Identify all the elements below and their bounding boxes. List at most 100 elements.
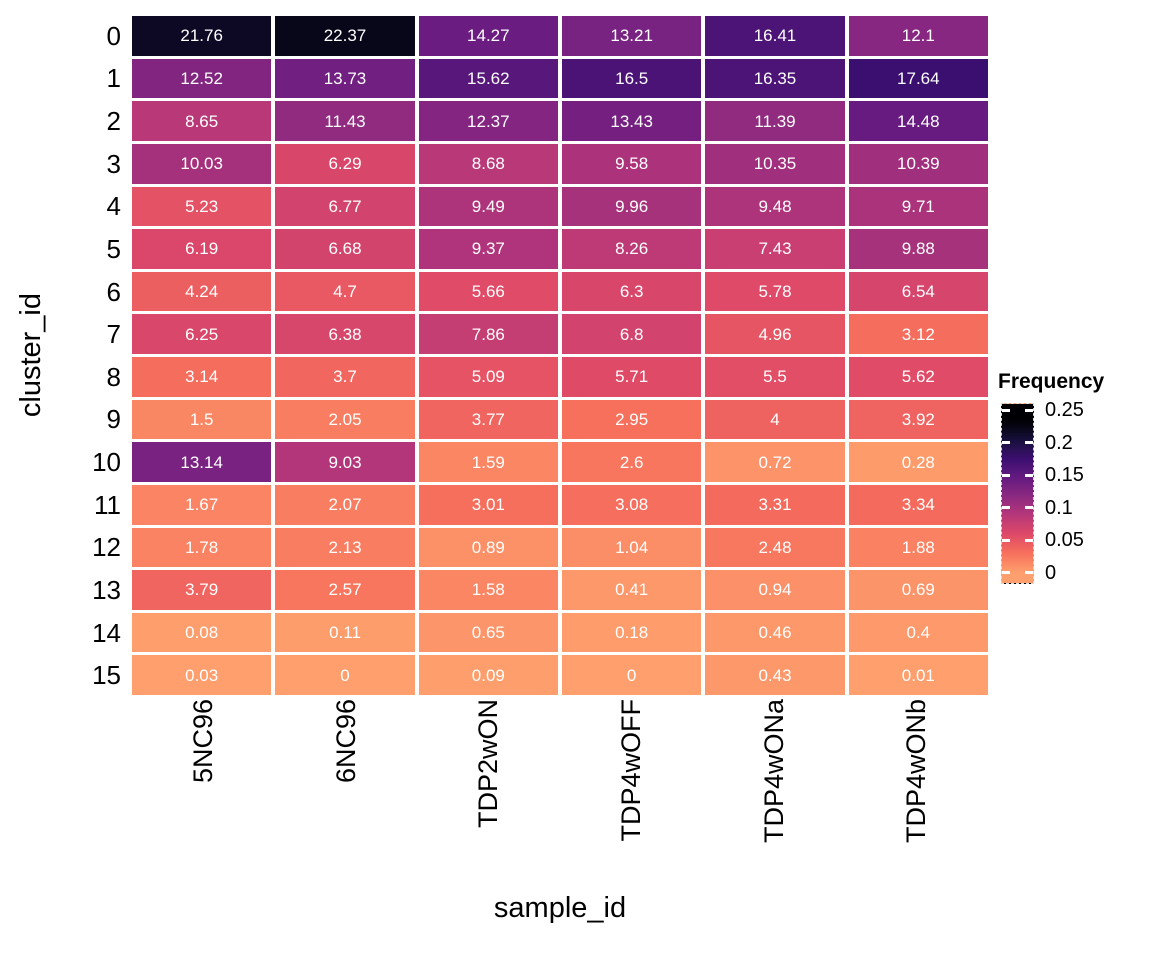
heatmap-cell-r0c0: 21.76 bbox=[132, 16, 272, 56]
heatmap-cell-r5c2: 9.37 bbox=[418, 229, 558, 269]
colorbar-tick-right-0.1 bbox=[1025, 506, 1033, 510]
heatmap-cell-r13c1: 2.57 bbox=[275, 570, 415, 610]
heatmap-cell-r0c4: 16.41 bbox=[705, 16, 845, 56]
heatmap-cell-r11c1: 2.07 bbox=[275, 484, 415, 525]
y-tick-label-7: 7 bbox=[106, 319, 121, 350]
heatmap-cell-r5c3: 8.26 bbox=[561, 229, 702, 269]
heatmap-cell-r15c2: 0.09 bbox=[418, 655, 558, 695]
y-axis-tick-labels: 0 1 2 3 4 5 6 7 8 9 10 11 12 13 14 15 bbox=[0, 16, 124, 695]
heatmap-cell-r5c4: 7.43 bbox=[705, 229, 845, 269]
heatmap-cell-r3c4: 10.35 bbox=[705, 143, 845, 184]
colorbar-tick-label-0.1: 0.1 bbox=[1045, 496, 1073, 519]
heatmap-cell-r5c0: 6.19 bbox=[132, 229, 272, 269]
heatmap-cell-r9c1: 2.05 bbox=[275, 399, 415, 440]
heatmap-cell-r8c0: 3.14 bbox=[132, 357, 272, 397]
heatmap-cell-r15c4: 0.43 bbox=[705, 655, 845, 695]
heatmap-cell-r0c3: 13.21 bbox=[561, 16, 702, 56]
heatmap-cell-r6c4: 5.78 bbox=[705, 271, 845, 312]
heatmap-cell-r11c3: 3.08 bbox=[561, 484, 702, 525]
x-tick-label-TDP4wONb: TDP4wONb bbox=[901, 699, 932, 844]
heatmap-cell-r12c1: 2.13 bbox=[275, 527, 415, 568]
heatmap-cell-r3c2: 8.68 bbox=[418, 143, 558, 184]
y-tick-label-8: 8 bbox=[106, 361, 121, 392]
legend-title: Frequency bbox=[998, 370, 1105, 393]
x-tick-col-TDP4wONb: TDP4wONb bbox=[845, 699, 988, 894]
y-tick-label-1: 1 bbox=[106, 63, 121, 94]
heatmap-cell-r12c5: 1.88 bbox=[848, 527, 988, 568]
heatmap-cell-r6c1: 4.7 bbox=[275, 271, 415, 312]
heatmap-cell-r7c2: 7.86 bbox=[418, 314, 558, 354]
colorbar-wrap: 0.25 0.2 0.15 0.1 0.05 0 bbox=[1001, 400, 1084, 584]
heatmap-cell-r6c3: 6.3 bbox=[561, 271, 702, 312]
y-tick-label-0: 0 bbox=[106, 20, 121, 51]
heatmap-cell-r9c4: 4 bbox=[705, 399, 845, 440]
heatmap-grid: 21.76 22.37 14.27 13.21 16.41 12.1 12.52 13.73 1… bbox=[132, 16, 988, 695]
heatmap-cell-r8c1: 3.7 bbox=[275, 357, 415, 397]
heatmap-cell-r7c4: 4.96 bbox=[705, 314, 845, 354]
heatmap-cell-r2c3: 13.43 bbox=[561, 101, 702, 141]
y-tick-label-12: 12 bbox=[92, 532, 121, 563]
y-tick-label-15: 15 bbox=[92, 660, 121, 691]
heatmap-cell-r1c5: 17.64 bbox=[848, 58, 988, 99]
heatmap-cell-r7c1: 6.38 bbox=[275, 314, 415, 354]
heatmap-cell-r1c2: 15.62 bbox=[418, 58, 558, 99]
heatmap-cell-r4c4: 9.48 bbox=[705, 186, 845, 227]
colorbar-tick-right-0.05 bbox=[1025, 538, 1033, 542]
heatmap-cell-r13c0: 3.79 bbox=[132, 570, 272, 610]
heatmap-cell-r7c3: 6.8 bbox=[561, 314, 702, 354]
heatmap-cell-r11c4: 3.31 bbox=[705, 484, 845, 525]
colorbar-gradient bbox=[1001, 403, 1034, 584]
colorbar-tick-right-0.25 bbox=[1025, 408, 1033, 412]
heatmap-cell-r4c2: 9.49 bbox=[418, 186, 558, 227]
heatmap-cell-r12c4: 2.48 bbox=[705, 527, 845, 568]
heatmap-cell-r9c2: 3.77 bbox=[418, 399, 558, 440]
x-tick-label-TDP4wOFF: TDP4wOFF bbox=[616, 699, 647, 842]
heatmap-cell-r0c2: 14.27 bbox=[418, 16, 558, 56]
heatmap-cell-r11c5: 3.34 bbox=[848, 484, 988, 525]
heatmap-cell-r1c0: 12.52 bbox=[132, 58, 272, 99]
colorbar-tick-left-0.05 bbox=[1002, 538, 1010, 542]
heatmap-cell-r8c5: 5.62 bbox=[848, 357, 988, 397]
x-tick-label-5NC96: 5NC96 bbox=[188, 699, 219, 784]
x-tick-label-6NC96: 6NC96 bbox=[330, 699, 361, 784]
heatmap-cell-r8c4: 5.5 bbox=[705, 357, 845, 397]
x-tick-col-6NC96: 6NC96 bbox=[275, 699, 418, 894]
heatmap-cell-r2c5: 14.48 bbox=[848, 101, 988, 141]
heatmap-cell-r11c0: 1.67 bbox=[132, 484, 272, 525]
heatmap-cell-r13c3: 0.41 bbox=[561, 570, 702, 610]
heatmap-cell-r4c5: 9.71 bbox=[848, 186, 988, 227]
heatmap-cell-r9c5: 3.92 bbox=[848, 399, 988, 440]
heatmap-cell-r10c4: 0.72 bbox=[705, 442, 845, 482]
heatmap-cell-r14c3: 0.18 bbox=[561, 612, 702, 653]
colorbar-tick-label-0: 0 bbox=[1045, 561, 1057, 584]
colorbar-tick-left-0.25 bbox=[1002, 408, 1010, 412]
x-tick-col-TDP4wOFF: TDP4wOFF bbox=[560, 699, 703, 894]
y-tick-label-11: 11 bbox=[94, 489, 121, 520]
heatmap-cell-r1c4: 16.35 bbox=[705, 58, 845, 99]
heatmap-cell-r14c2: 0.65 bbox=[418, 612, 558, 653]
colorbar-tick-left-0 bbox=[1002, 571, 1010, 575]
x-tick-col-TDP2wON: TDP2wON bbox=[417, 699, 560, 894]
heatmap-cell-r12c0: 1.78 bbox=[132, 527, 272, 568]
colorbar-tick-left-0.2 bbox=[1002, 441, 1010, 445]
colorbar-tick-right-0 bbox=[1025, 571, 1033, 575]
heatmap-cell-r1c3: 16.5 bbox=[561, 58, 702, 99]
heatmap-cell-r14c4: 0.46 bbox=[705, 612, 845, 653]
heatmap-cell-r5c5: 9.88 bbox=[848, 229, 988, 269]
heatmap-cell-r14c1: 0.11 bbox=[275, 612, 415, 653]
x-axis-title: sample_id bbox=[493, 892, 627, 924]
heatmap-cell-r12c3: 1.04 bbox=[561, 527, 702, 568]
y-tick-label-13: 13 bbox=[92, 574, 121, 605]
y-tick-label-10: 10 bbox=[92, 447, 121, 478]
heatmap-cell-r11c2: 3.01 bbox=[418, 484, 558, 525]
x-tick-label-TDP2wON: TDP2wON bbox=[473, 699, 504, 829]
y-tick-label-14: 14 bbox=[92, 617, 121, 648]
heatmap-cell-r9c3: 2.95 bbox=[561, 399, 702, 440]
heatmap-cell-r2c0: 8.65 bbox=[132, 101, 272, 141]
heatmap-cell-r15c0: 0.03 bbox=[132, 655, 272, 695]
heatmap-cell-r10c3: 2.6 bbox=[561, 442, 702, 482]
heatmap-cell-r2c4: 11.39 bbox=[705, 101, 845, 141]
colorbar-tick-left-0.15 bbox=[1002, 473, 1010, 477]
heatmap-cell-r10c5: 0.28 bbox=[848, 442, 988, 482]
heatmap-cell-r4c0: 5.23 bbox=[132, 186, 272, 227]
